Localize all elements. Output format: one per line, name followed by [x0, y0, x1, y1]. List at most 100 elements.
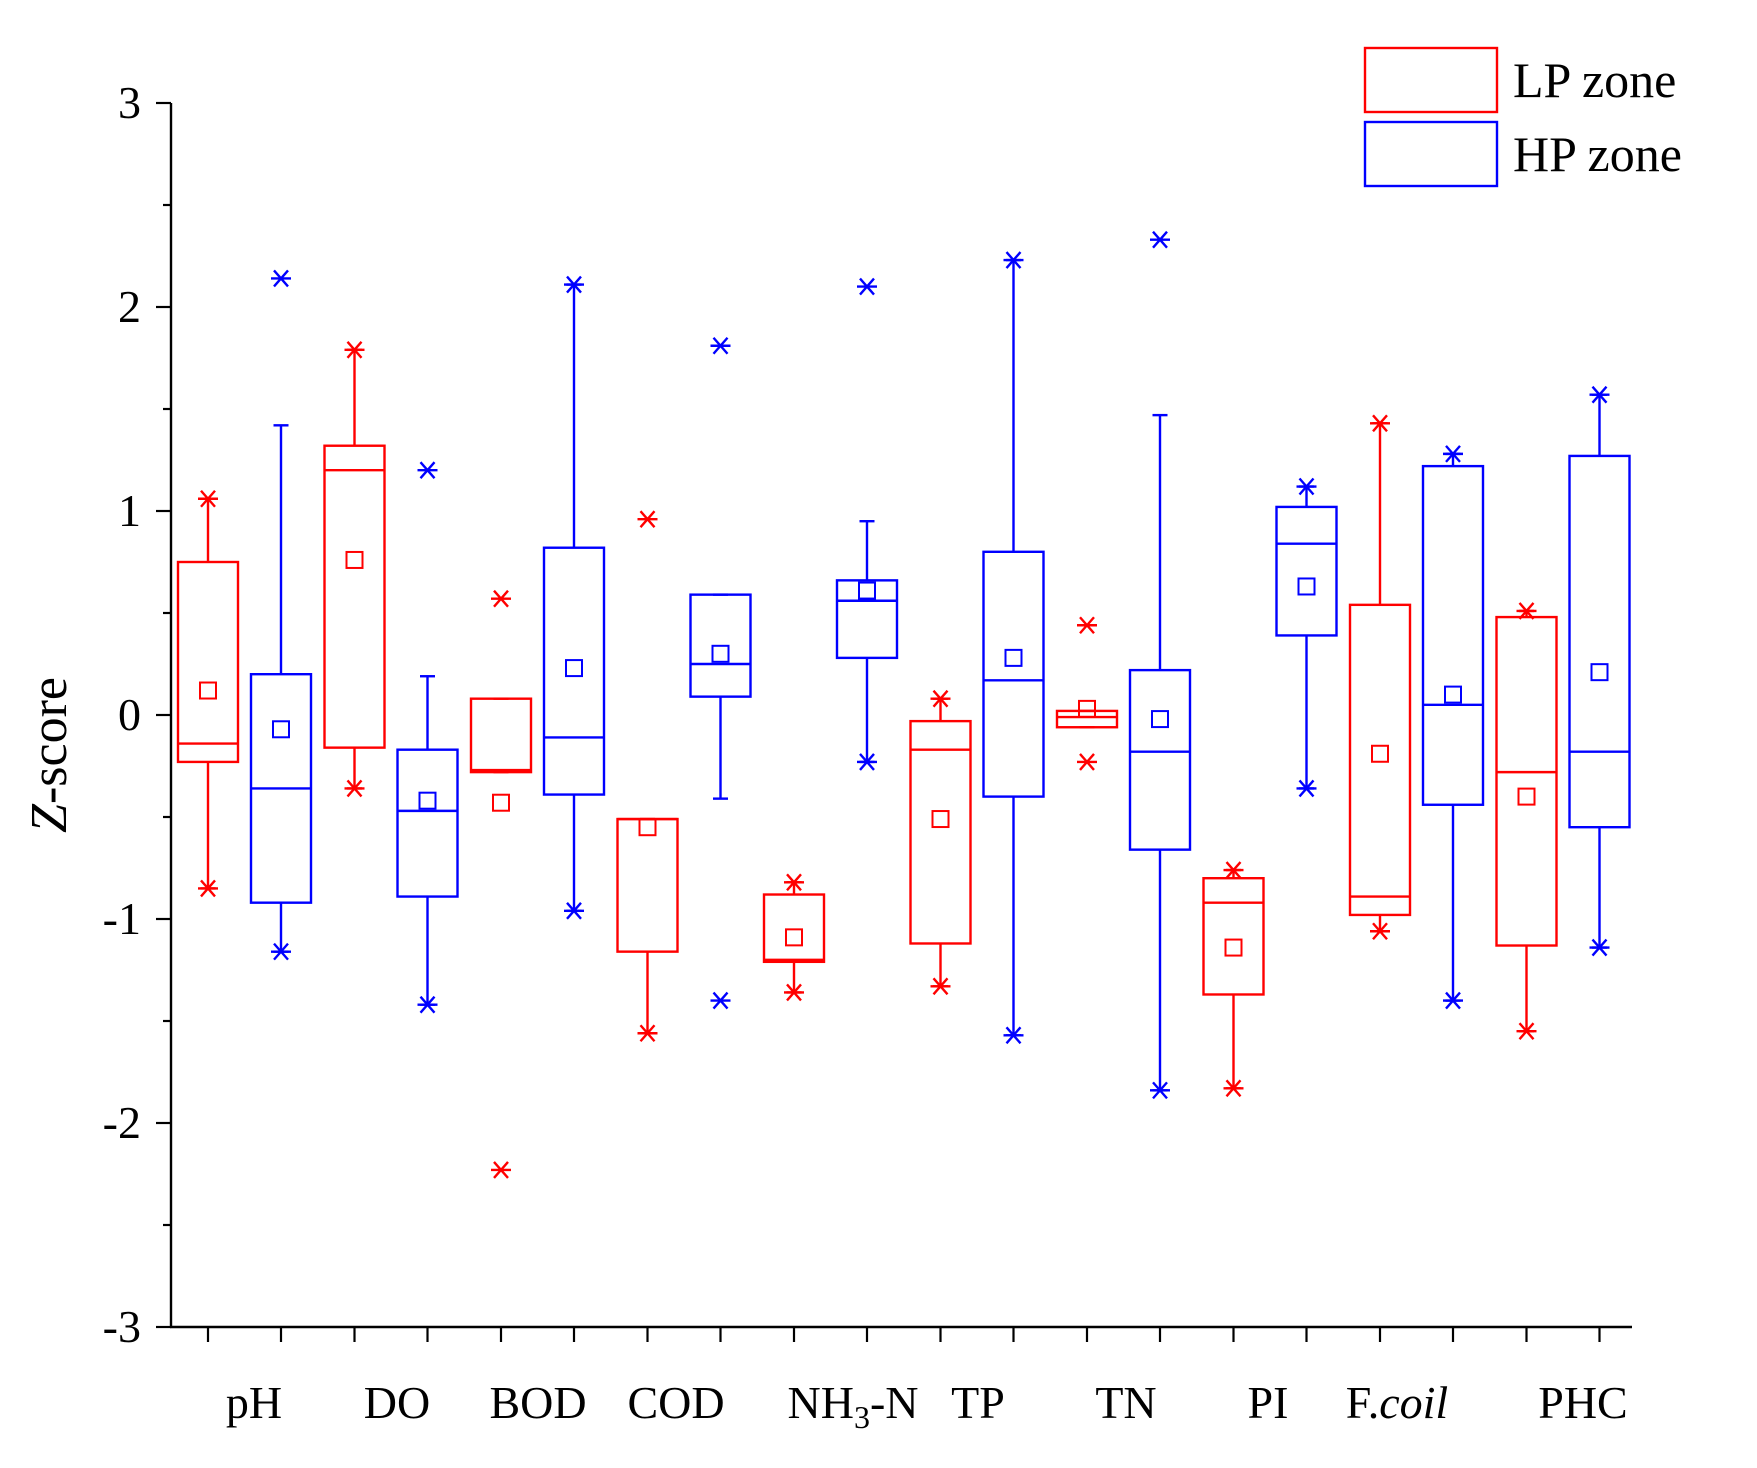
y-tick-label: 3 [118, 77, 141, 128]
category-label-pi: PI [1248, 1377, 1289, 1428]
max-marker [271, 269, 291, 288]
mean-marker [1151, 710, 1169, 729]
box-iqr [1202, 877, 1265, 996]
mean-marker [199, 681, 217, 700]
min-marker [1370, 922, 1390, 941]
min-marker [1296, 779, 1317, 798]
box-hp-bod [542, 275, 606, 920]
y-tick-label: -1 [103, 893, 141, 944]
mean-marker [1297, 577, 1316, 596]
mean-marker [1371, 744, 1389, 763]
mean-marker [345, 550, 364, 569]
mean-marker [1517, 787, 1536, 806]
min-marker [1223, 1079, 1244, 1098]
min-marker [198, 879, 218, 898]
box-iqr [469, 697, 533, 774]
y-axis-title: Z-score [21, 677, 78, 833]
category-label-phc: PHC [1538, 1377, 1627, 1428]
y-tick-label: -3 [103, 1301, 141, 1352]
legend-swatch [1363, 120, 1499, 188]
max-marker [491, 589, 511, 608]
min-marker [1150, 1081, 1170, 1100]
legend-swatch [1363, 46, 1499, 114]
category-labels: pH DO BOD COD NH3-N TP TN PI F.coil PHC [226, 1377, 1628, 1435]
boxes [176, 230, 1631, 1179]
category-label-tn: TN [1095, 1377, 1156, 1428]
mean-marker [638, 818, 657, 837]
legend-item-hp: HP zone [1363, 120, 1682, 188]
max-marker [564, 275, 584, 294]
y-tick-label: -2 [103, 1097, 141, 1148]
max-marker [1150, 230, 1170, 249]
box-iqr [396, 748, 459, 898]
box-iqr [909, 719, 972, 945]
min-marker [1443, 991, 1463, 1010]
max-marker [1516, 602, 1537, 620]
min-marker [857, 753, 877, 771]
box-iqr [542, 546, 606, 796]
box-hp-do [396, 461, 459, 1014]
category-label-bod: BOD [489, 1377, 586, 1428]
category-label-f-coil: F.coil [1346, 1377, 1448, 1428]
box-lp-nh3-n [762, 873, 826, 1002]
max-marker [344, 341, 365, 359]
max-marker [710, 336, 731, 355]
box-hp-f-coil [1421, 445, 1485, 1010]
box-iqr [835, 579, 899, 660]
category-label-do: DO [364, 1377, 430, 1428]
box-iqr [1128, 668, 1192, 851]
category-label-cod: COD [627, 1377, 724, 1428]
box-hp-ph [249, 269, 313, 961]
category-label-tp: TP [951, 1377, 1005, 1428]
box-lp-tp [909, 689, 972, 996]
max-marker [1223, 861, 1244, 879]
y-tick-label: 2 [118, 281, 141, 332]
box-iqr [176, 560, 240, 764]
box-hp-pi [1275, 477, 1338, 798]
mean-marker [785, 928, 803, 947]
box-lp-ph [176, 489, 240, 898]
min-marker [1003, 1026, 1024, 1045]
y-tick-label: 1 [118, 485, 141, 536]
box-iqr [1421, 464, 1485, 806]
box-lp-do [323, 341, 386, 798]
box-hp-tp [982, 251, 1045, 1045]
box-iqr [762, 893, 826, 964]
max-marker [198, 489, 218, 508]
box-iqr [1495, 615, 1558, 947]
mean-marker [565, 659, 583, 678]
box-lp-phc [1495, 602, 1558, 1040]
min-marker [417, 995, 438, 1014]
min-marker [1589, 938, 1610, 957]
min-marker [637, 1024, 658, 1043]
category-label-nh3-n: NH3-N [788, 1377, 919, 1435]
min-marker [271, 942, 291, 961]
box-lp-bod [469, 589, 533, 1179]
mean-marker [858, 581, 876, 600]
mean-marker [418, 791, 437, 810]
mean-marker [492, 793, 510, 812]
max-marker [1003, 251, 1024, 269]
box-iqr [616, 817, 679, 953]
box-hp-tn [1128, 230, 1192, 1100]
legend-label: LP zone [1513, 52, 1676, 108]
y-axis-title-rest: -score [21, 677, 78, 804]
min-marker [344, 779, 365, 798]
max-marker [1077, 616, 1097, 635]
mean-marker [1444, 685, 1462, 704]
box-iqr [1348, 603, 1412, 917]
box-iqr [982, 550, 1045, 798]
max-marker [1296, 477, 1317, 496]
max-marker [1370, 414, 1390, 433]
box-iqr [1275, 505, 1338, 637]
box-iqr [689, 593, 752, 698]
min-marker [784, 983, 804, 1002]
box-iqr [1568, 454, 1631, 829]
max-marker [930, 689, 951, 708]
category-label-ph: pH [226, 1377, 282, 1428]
box-hp-cod [689, 336, 752, 1010]
axes [169, 103, 1632, 1342]
box-lp-f-coil [1348, 414, 1412, 941]
mean-marker [1078, 699, 1096, 718]
